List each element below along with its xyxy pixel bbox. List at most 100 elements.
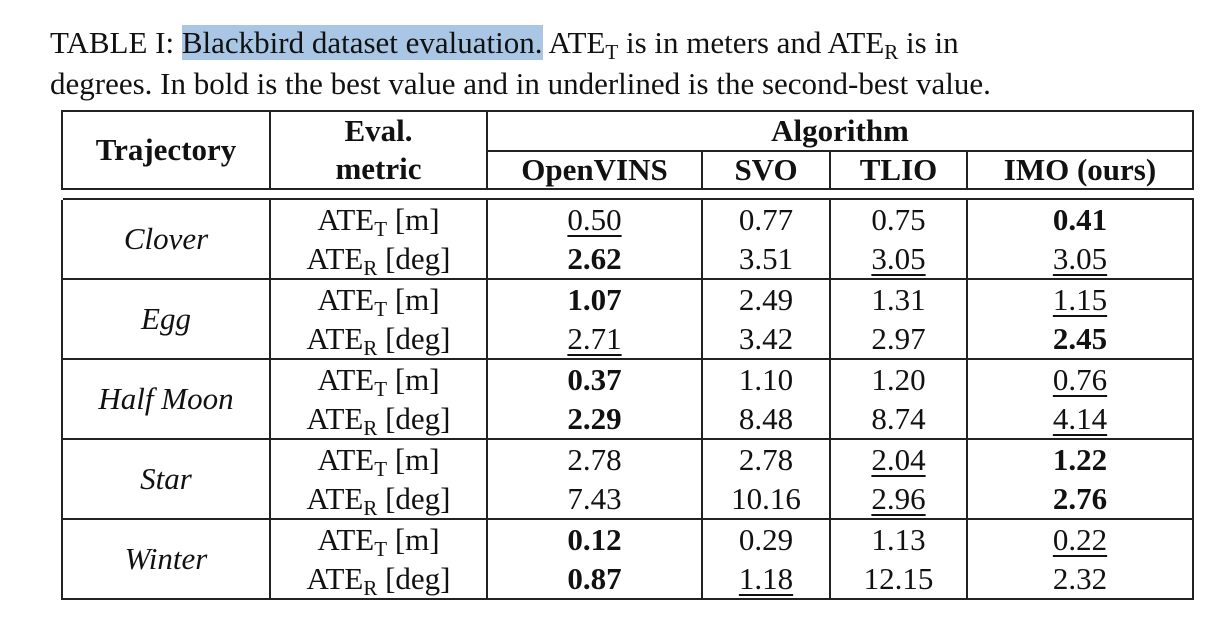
header-algo-imo: IMO (ours) [965,150,1195,190]
value-text: 8.74 [871,400,926,436]
table-row: Clover ATET [m] 0.50 0.77 0.75 0.41 [61,198,1195,280]
header-algo-openvins: OpenVINS [486,150,703,190]
value-text: 1.13 [871,521,926,557]
value-cell: 2.62 [486,239,703,280]
value-cell: 2.45 [965,319,1195,360]
value-cell: 3.42 [701,319,831,360]
metric-ate-t: ATET [m] [269,358,488,401]
value-text: 8.48 [738,400,794,436]
metric-ate: ATE [306,400,364,436]
trajectory-cell: Egg [61,278,271,360]
metric-ate-r: ATER [deg] [269,319,488,360]
value-text: 1.10 [738,361,794,397]
table-row: ATER [deg] 0.87 1.18 12.15 2.32 [62,559,1195,600]
trajectory-cell: Clover [61,198,271,280]
table-row: Egg ATET [m] 1.07 2.49 1.31 1.15 [61,278,1195,360]
value-text: 7.43 [567,480,622,516]
value-text: 1.15 [1052,281,1108,317]
value-cell: 2.29 [486,399,703,440]
value-cell: 1.10 [701,358,831,399]
metric-ate-t: ATET [m] [269,438,488,479]
value-cell: 10.16 [701,479,831,520]
header-algo-tlio: TLIO [829,150,968,190]
metric-ate: ATE [317,361,375,397]
metric-sub: R [363,575,378,600]
value-cell: 1.13 [829,518,968,559]
value-cell: 0.29 [701,518,831,559]
metric-ate-r: ATER [deg] [269,479,488,520]
table-row: ATER [deg] 2.71 3.42 2.97 2.45 [62,319,1195,360]
table-row: Half Moon ATET [m] 0.37 1.10 1.20 0.76 [61,358,1195,440]
metric-sub: R [363,335,378,360]
value-text: 1.31 [871,281,926,317]
metric-ate-r: ATER [deg] [269,399,488,440]
header-eval-line2: metric [335,151,422,186]
table-row: ATER [deg] 2.29 8.48 8.74 4.14 [62,399,1195,440]
metric-ate-r: ATER [deg] [269,559,488,600]
metric-ate-r: ATER [deg] [269,239,488,280]
table-row: ATER [deg] 7.43 10.16 2.96 2.76 [62,479,1195,520]
value-text: 0.77 [738,201,794,237]
value-text: 2.76 [1052,480,1108,516]
value-cell: 2.49 [701,278,831,319]
caption-text-a: ATE [542,25,606,60]
metric-ate-t: ATET [m] [269,518,488,559]
value-text: 3.05 [871,240,926,276]
value-text: 2.96 [871,480,926,516]
value-cell: 0.37 [486,358,703,399]
value-text: 2.32 [1052,560,1108,596]
value-cell: 2.71 [486,319,703,360]
value-cell: 0.50 [486,198,703,239]
value-text: 2.78 [567,441,622,477]
value-text: 2.04 [871,441,926,477]
value-cell: 2.96 [829,479,968,520]
metric-sub: T [374,376,388,401]
metric-sub: R [363,255,378,280]
metric-sub: T [374,216,388,241]
value-cell: 1.20 [829,358,968,399]
value-cell: 3.05 [965,239,1195,280]
value-text: 1.07 [567,281,622,317]
metric-ate: ATE [317,281,375,317]
value-text: 0.29 [738,521,794,557]
value-cell: 12.15 [829,559,968,600]
metric-unit: [deg] [377,560,451,596]
value-text: 2.78 [738,441,794,477]
value-text: 2.97 [871,320,926,356]
value-cell: 2.76 [965,479,1195,520]
value-cell: 2.04 [829,438,968,479]
value-text: 1.20 [871,361,926,397]
header-algo-svo: SVO [701,150,831,190]
value-cell: 2.32 [965,559,1195,600]
value-text: 2.62 [567,240,622,276]
value-text: 1.22 [1052,441,1108,477]
value-cell: 0.22 [965,518,1195,559]
metric-ate: ATE [306,240,364,276]
value-cell: 1.31 [829,278,968,319]
value-text: 0.87 [567,560,622,596]
metric-unit: [deg] [377,400,451,436]
caption-line-2: degrees. In bold is the best value and i… [50,66,991,101]
metric-unit: [m] [387,281,440,317]
value-text: 1.18 [738,560,794,596]
metric-unit: [m] [387,521,440,557]
header-eval-line1: Eval. [344,113,413,148]
caption-highlight[interactable]: Blackbird dataset evaluation. [181,25,543,60]
value-cell: 0.75 [829,198,968,239]
value-cell: 0.41 [965,198,1195,239]
value-text: 0.41 [1052,201,1108,237]
value-cell: 0.87 [486,559,703,600]
table-row: Winter ATET [m] 0.12 0.29 1.13 0.22 [61,518,1195,600]
metric-unit: [deg] [377,480,451,516]
value-cell: 3.05 [829,239,968,280]
value-cell: 0.77 [701,198,831,239]
metric-unit: [m] [387,361,440,397]
value-text: 2.45 [1052,320,1108,356]
value-text: 3.42 [738,320,794,356]
header-spacer [62,189,1193,199]
trajectory-cell: Star [61,438,271,520]
value-cell: 3.51 [701,239,831,280]
metric-ate: ATE [306,480,364,516]
metric-ate: ATE [317,441,375,477]
metric-unit: [deg] [377,320,451,356]
